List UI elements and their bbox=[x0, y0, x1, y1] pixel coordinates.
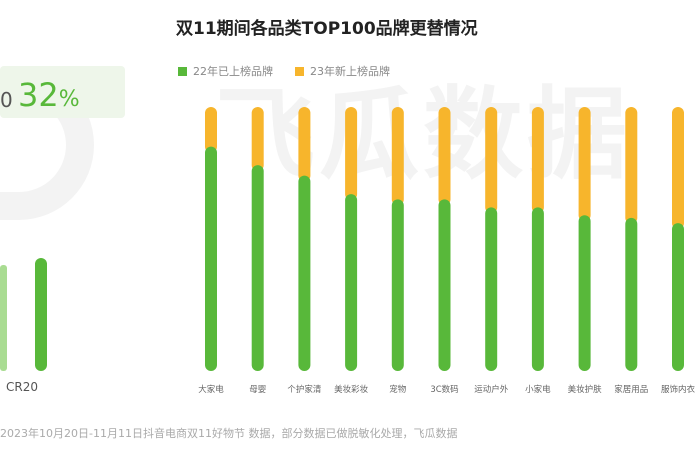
legend: 22年已上榜品牌 23年新上榜品牌 bbox=[178, 63, 390, 79]
bar-new-服饰内衣 bbox=[672, 107, 684, 230]
category-label: 美妆护肤 bbox=[568, 384, 603, 395]
bar-existing-小家电 bbox=[531, 207, 544, 371]
percent-unit: % bbox=[58, 87, 80, 112]
bar-existing-服饰内衣 bbox=[672, 223, 684, 371]
bar-existing-美妆彩妆 bbox=[345, 194, 358, 371]
category-label: 运动户外 bbox=[474, 384, 509, 395]
prefix-text: 0 bbox=[0, 88, 13, 112]
legend-item: 22年已上榜品牌 bbox=[178, 63, 273, 79]
percent-number: 32 bbox=[18, 76, 59, 114]
bar-new-个护家清 bbox=[298, 107, 311, 182]
bar-existing-宠物 bbox=[391, 199, 404, 371]
category-label: 宠物 bbox=[389, 384, 407, 395]
category-label: 美妆彩妆 bbox=[334, 384, 369, 395]
bar-new-大家电 bbox=[205, 107, 217, 153]
left-bar-cr20 bbox=[35, 258, 47, 371]
percent-value: 32% bbox=[18, 76, 80, 114]
category-label: 大家电 bbox=[198, 384, 224, 395]
bar-existing-母婴 bbox=[251, 165, 264, 371]
bar-existing-运动户外 bbox=[485, 207, 498, 371]
bar-new-母婴 bbox=[251, 107, 264, 172]
bar-new-3C数码 bbox=[438, 107, 451, 206]
source-note: 2023年10月20日-11月11日抖音电商双11好物节 数据，部分数据已做脱敏… bbox=[0, 427, 458, 440]
left-bar bbox=[0, 265, 7, 371]
bar-new-小家电 bbox=[531, 107, 544, 214]
bar-existing-3C数码 bbox=[438, 199, 451, 371]
category-label: 家居用品 bbox=[614, 384, 648, 395]
bar-new-宠物 bbox=[391, 107, 404, 206]
legend-item: 23年新上榜品牌 bbox=[295, 63, 390, 79]
bar-existing-美妆护肤 bbox=[578, 215, 591, 371]
category-label: 母婴 bbox=[249, 385, 266, 395]
category-label: 小家电 bbox=[525, 384, 551, 395]
category-label: 3C数码 bbox=[430, 384, 458, 395]
bar-new-家居用品 bbox=[625, 107, 638, 224]
watermark: 飞瓜数据 bbox=[215, 76, 631, 193]
bar-new-美妆护肤 bbox=[578, 107, 591, 222]
bar-existing-个护家清 bbox=[298, 175, 311, 371]
legend-swatch bbox=[178, 67, 187, 76]
bar-new-运动户外 bbox=[485, 107, 498, 214]
legend-label: 23年新上榜品牌 bbox=[310, 65, 390, 78]
bar-new-美妆彩妆 bbox=[345, 107, 358, 201]
highlight-panel bbox=[0, 66, 125, 118]
legend-label: 22年已上榜品牌 bbox=[193, 65, 273, 78]
category-label: 服饰内衣 bbox=[661, 384, 696, 395]
legend-swatch bbox=[295, 67, 304, 76]
bar-existing-大家电 bbox=[205, 146, 217, 371]
bar-existing-家居用品 bbox=[625, 217, 638, 371]
category-label: 个护家清 bbox=[287, 384, 322, 395]
chart-title: 双11期间各品类TOP100品牌更替情况 bbox=[176, 19, 478, 39]
cr20-label: CR20 bbox=[6, 380, 38, 394]
